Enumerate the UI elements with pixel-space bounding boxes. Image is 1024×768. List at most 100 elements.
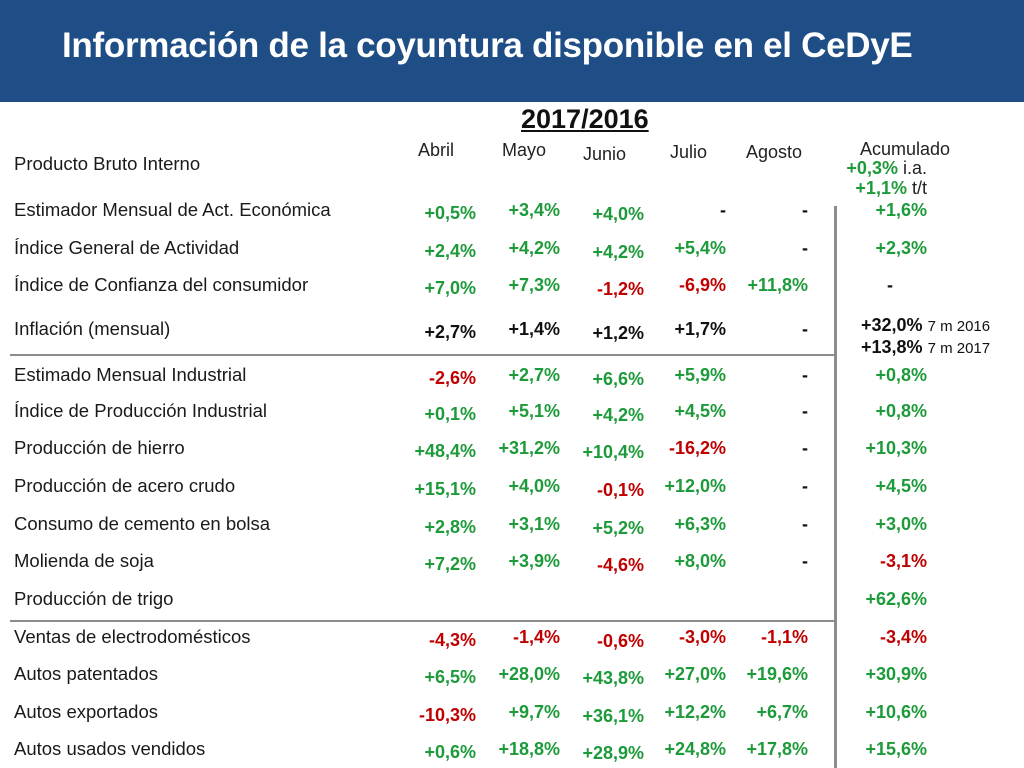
column-header-mayo: Mayo xyxy=(502,140,547,160)
cell-acumulado: +4,5% xyxy=(875,476,927,496)
cell-abril: -2,6% xyxy=(428,368,476,388)
row-label: Índice General de Actividad xyxy=(14,237,240,258)
cell-julio: -3,0% xyxy=(678,627,726,647)
cell-junio: +36,1% xyxy=(582,706,644,726)
cell-mayo: +7,3% xyxy=(508,275,560,295)
cell-acumulado: +30,9% xyxy=(865,664,927,684)
cell-acumulado: +10,3% xyxy=(865,438,927,458)
row-label: Consumo de cemento en bolsa xyxy=(14,513,271,534)
cell-mayo: +18,8% xyxy=(498,739,560,759)
cell-abril: +2,4% xyxy=(424,241,476,261)
pbi-tt-unit: t/t xyxy=(911,178,927,198)
cell-agosto: - xyxy=(802,200,808,220)
cell-mayo: +9,7% xyxy=(508,702,560,722)
cell-mayo: +3,4% xyxy=(508,200,560,220)
cell-agosto: +17,8% xyxy=(746,739,808,759)
cell-julio: +8,0% xyxy=(674,551,726,571)
cell-mayo: +28,0% xyxy=(498,664,560,684)
slide-title: Información de la coyuntura disponible e… xyxy=(62,26,913,65)
pbi-acumulado: +0,3% i.a. +1,1% t/t xyxy=(817,158,927,198)
cell-acumulado: +15,6% xyxy=(865,739,927,759)
title-bar: Información de la coyuntura disponible e… xyxy=(0,0,1024,102)
cell-julio: -16,2% xyxy=(668,438,726,458)
cell-julio: +5,9% xyxy=(674,365,726,385)
cell-agosto: -1,1% xyxy=(760,627,808,647)
cell-junio: -0,6% xyxy=(596,631,644,651)
cell-agosto: - xyxy=(802,438,808,458)
period-heading: 2017/2016 xyxy=(521,104,649,134)
column-header-agosto: Agosto xyxy=(746,142,803,162)
cell-junio: +4,2% xyxy=(592,405,644,425)
inflacion-acumulado: +32,0% 7 m 2016 +13,8% 7 m 2017 xyxy=(817,315,1007,359)
cell-mayo: +5,1% xyxy=(508,401,560,421)
row-label: Índice de Producción Industrial xyxy=(14,400,267,421)
cell-junio: +4,0% xyxy=(592,204,644,224)
column-header-junio: Junio xyxy=(583,144,627,164)
row-label: Estimador Mensual de Act. Económica xyxy=(14,199,331,220)
cell-junio: +4,2% xyxy=(592,242,644,262)
cell-agosto: +19,6% xyxy=(746,664,808,684)
inflacion-acc-note-2: 7 m 2017 xyxy=(927,340,991,357)
cell-julio: +6,3% xyxy=(674,514,726,534)
cell-julio: +12,2% xyxy=(664,702,726,722)
cell-junio: -4,6% xyxy=(596,555,644,575)
inflacion-acc-note-1: 7 m 2016 xyxy=(927,318,991,335)
cell-acumulado: -3,1% xyxy=(879,551,927,571)
cell-agosto: +6,7% xyxy=(756,702,808,722)
cell-mayo: +31,2% xyxy=(498,438,560,458)
cell-acumulado: +0,8% xyxy=(875,401,927,421)
inflacion-acc-value-1: +32,0% xyxy=(861,315,923,335)
cell-agosto: - xyxy=(802,514,808,534)
row-label: Producción de hierro xyxy=(14,437,185,458)
cell-abril: +2,8% xyxy=(424,517,476,537)
column-header-julio: Julio xyxy=(670,142,708,162)
cell-abril: +0,6% xyxy=(424,742,476,762)
cell-mayo: +3,1% xyxy=(508,514,560,534)
cell-junio: +6,6% xyxy=(592,369,644,389)
cell-julio: - xyxy=(720,200,726,220)
cell-julio: +5,4% xyxy=(674,238,726,258)
cell-agosto: +11,8% xyxy=(747,275,808,295)
column-header-acumulado: Acumulado xyxy=(860,139,951,159)
cell-abril: -4,3% xyxy=(428,630,476,650)
row-label-pbi: Producto Bruto Interno xyxy=(14,153,201,174)
cell-mayo: +2,7% xyxy=(508,365,560,385)
pbi-tt-value: +1,1% xyxy=(855,178,907,198)
cell-agosto: - xyxy=(802,401,808,421)
cell-julio: +27,0% xyxy=(664,664,726,684)
row-label: Producción de acero crudo xyxy=(14,475,236,496)
cell-julio: +12,0% xyxy=(664,476,726,496)
cell-agosto: - xyxy=(802,476,808,496)
cell-junio: -1,2% xyxy=(596,279,644,299)
cell-abril: +2,7% xyxy=(424,322,476,342)
cell-agosto: - xyxy=(802,551,808,571)
cell-junio: +1,2% xyxy=(592,323,644,343)
cell-abril: +7,2% xyxy=(424,554,476,574)
cell-abril: +0,5% xyxy=(424,203,476,223)
cell-mayo: +4,2% xyxy=(508,238,560,258)
cell-acumulado: +1,6% xyxy=(875,200,927,220)
row-label: Autos exportados xyxy=(14,701,158,722)
cell-mayo: +3,9% xyxy=(508,551,560,571)
row-label: Autos patentados xyxy=(14,663,158,684)
pbi-ia-unit: i.a. xyxy=(902,158,927,178)
cell-junio: +43,8% xyxy=(582,668,644,688)
row-label: Ventas de electrodomésticos xyxy=(14,626,251,647)
cell-junio: +28,9% xyxy=(582,743,644,763)
row-label: Producción de trigo xyxy=(14,588,174,609)
row-label: Autos usados vendidos xyxy=(14,738,206,759)
cell-junio: -0,1% xyxy=(596,480,644,500)
cell-acumulado: +10,6% xyxy=(865,702,927,722)
cell-julio: +4,5% xyxy=(674,401,726,421)
cell-acumulado: +2,3% xyxy=(875,238,927,258)
cell-mayo: +1,4% xyxy=(508,319,560,339)
cell-acumulado: +0,8% xyxy=(875,365,927,385)
row-label: Molienda de soja xyxy=(14,550,154,571)
cell-abril: +15,1% xyxy=(414,479,476,499)
section-divider xyxy=(10,620,836,622)
cell-acumulado: +3,0% xyxy=(875,514,927,534)
column-header-abril: Abril xyxy=(418,140,455,160)
cell-agosto: - xyxy=(802,319,808,339)
row-label: Índice de Confianza del consumidor xyxy=(14,274,309,295)
cell-abril: +7,0% xyxy=(424,278,476,298)
